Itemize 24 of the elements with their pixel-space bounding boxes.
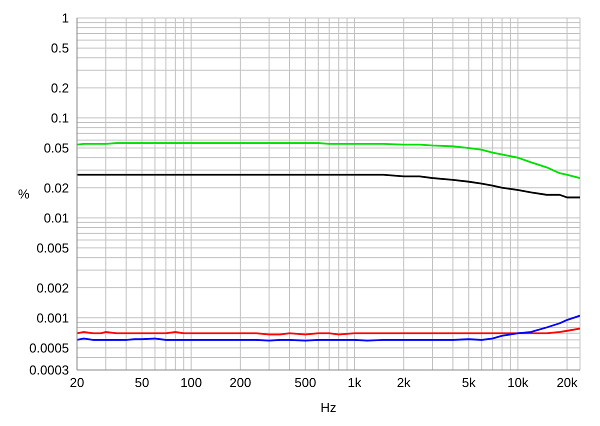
y-tick-label: 0.5 (50, 40, 69, 56)
y-tick-label: 0.001 (36, 310, 69, 326)
x-tick-label: 20k (556, 375, 578, 390)
y-tick-label: 0.0005 (29, 340, 69, 356)
y-tick-label: 0.0003 (29, 362, 69, 378)
y-tick-label: 0.02 (44, 180, 69, 196)
y-tick-label: 0.2 (50, 80, 69, 96)
x-tick-label: 10k (507, 375, 529, 390)
y-tick-label: 0.01 (44, 210, 69, 226)
x-tick-label: 2k (396, 375, 412, 390)
y-tick-label: 0.002 (36, 280, 69, 296)
x-tick-label: 500 (294, 375, 316, 390)
x-axis-title: Hz (320, 400, 336, 415)
y-tick-label: 1 (62, 10, 69, 26)
x-tick-label: 200 (230, 375, 252, 390)
x-tick-label: 1k (348, 375, 362, 390)
x-tick-label: 5k (462, 375, 476, 390)
y-tick-label: 0.005 (36, 240, 69, 256)
x-tick-label: 20 (70, 375, 84, 390)
x-tick-label: 50 (134, 375, 150, 390)
y-axis-title: % (18, 186, 30, 202)
x-tick-label: 100 (180, 375, 202, 390)
y-tick-label: 0.05 (44, 140, 69, 156)
y-tick-label: 0.1 (50, 110, 69, 126)
